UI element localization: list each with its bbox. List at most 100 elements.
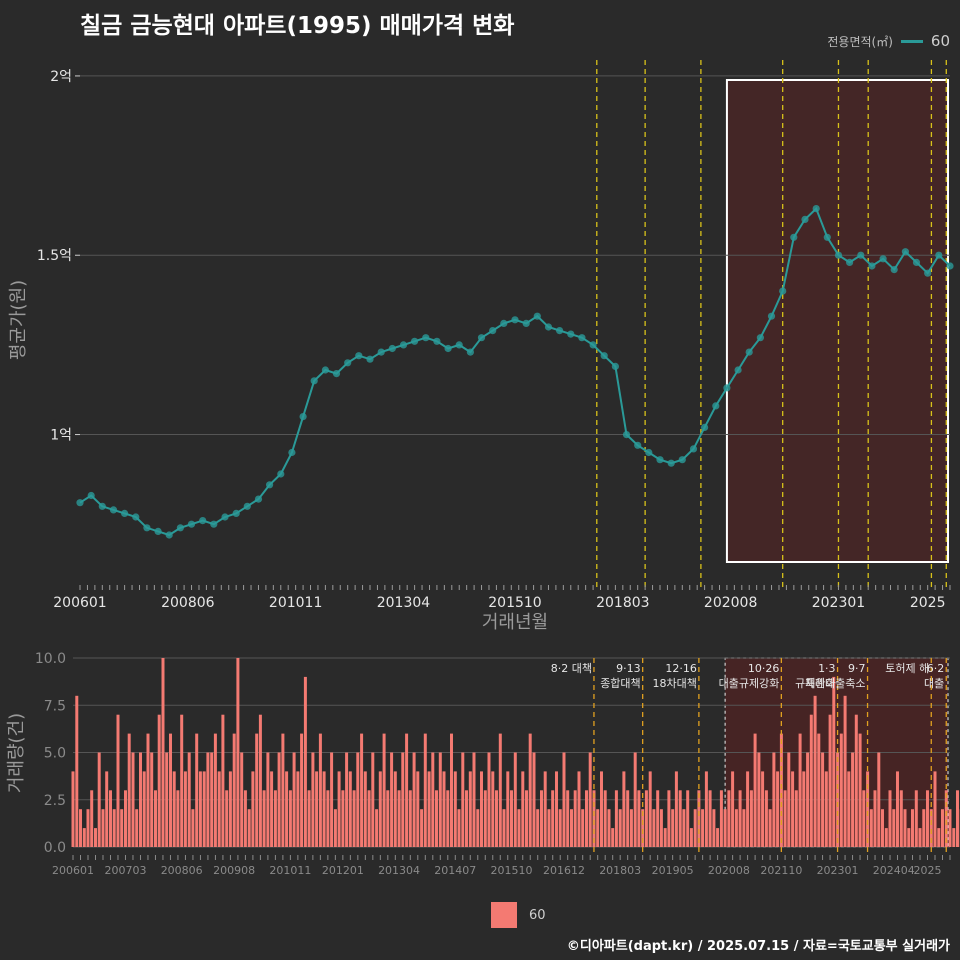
policy-annotation: 10·26 — [748, 662, 780, 675]
data-point — [567, 330, 575, 338]
y-tick-label: 10.0 — [35, 651, 66, 667]
data-point — [823, 233, 831, 241]
volume-bar — [116, 714, 120, 847]
data-point — [801, 215, 809, 223]
volume-bar — [547, 809, 551, 847]
highlight-box — [725, 79, 950, 563]
x-tick-label: 200601 — [52, 864, 94, 877]
policy-annotation: 8·2 대책 — [551, 662, 592, 675]
x-tick-label: 202008 — [708, 864, 750, 877]
volume-bar — [689, 828, 693, 847]
y-tick-label: 5.0 — [44, 746, 66, 762]
volume-bar — [896, 771, 899, 847]
volume-bar — [783, 790, 787, 847]
volume-bar — [926, 790, 929, 847]
volume-bar — [506, 771, 510, 847]
volume-bar — [596, 809, 600, 847]
policy-annotation: 1·3 — [818, 662, 836, 675]
volume-bar — [517, 809, 521, 847]
data-point — [556, 327, 564, 335]
volume-bar — [704, 771, 708, 847]
y-tick-label: 1.5억 — [37, 248, 72, 264]
data-point — [433, 337, 441, 345]
data-point — [310, 377, 318, 385]
data-point — [411, 337, 419, 345]
volume-bar — [817, 733, 821, 847]
volume-bar — [854, 714, 858, 847]
volume-bar — [607, 809, 611, 847]
volume-bar — [150, 752, 154, 847]
volume-bar — [652, 809, 656, 847]
volume-bar — [948, 809, 952, 847]
volume-bar — [105, 771, 109, 847]
volume-bar — [570, 809, 573, 847]
data-point — [924, 269, 932, 277]
volume-bar — [221, 714, 225, 847]
volume-bar — [637, 790, 641, 847]
volume-bar — [611, 828, 615, 847]
volume-bar — [686, 790, 690, 847]
volume-bar — [562, 752, 566, 847]
data-point — [712, 402, 720, 410]
data-point — [767, 312, 776, 320]
volume-bar — [791, 771, 795, 847]
volume-bar — [232, 733, 236, 847]
volume-bar — [453, 771, 457, 847]
volume-bar — [888, 790, 892, 847]
data-point — [701, 423, 709, 431]
volume-bar — [135, 809, 139, 847]
volume-bar — [240, 752, 244, 847]
volume-bar — [438, 752, 442, 847]
volume-bar — [600, 771, 603, 847]
volume-bar — [674, 771, 678, 847]
x-tick-label: 201905 — [652, 864, 694, 877]
volume-bar — [495, 790, 498, 847]
volume-bar — [337, 771, 341, 847]
volume-bar — [521, 771, 525, 847]
volume-bar — [884, 828, 888, 847]
volume-bar — [352, 790, 356, 847]
volume-bar — [228, 771, 232, 847]
policy-annotation: 6·2 — [927, 662, 945, 675]
volume-bar — [180, 714, 184, 847]
volume-bar — [303, 676, 307, 847]
data-point — [422, 334, 430, 342]
volume-bar — [206, 752, 210, 847]
y-tick-label: 1억 — [50, 428, 72, 444]
volume-bar — [198, 771, 202, 847]
volume-bar — [112, 809, 116, 847]
volume-bar — [397, 790, 401, 847]
footer-credit: ©디아파트(dapt.kr) / 2025.07.15 / 자료=국토교통부 실… — [566, 939, 950, 954]
volume-bar — [678, 790, 682, 847]
volume-bar — [809, 714, 813, 847]
volume-bar — [378, 771, 382, 847]
data-point — [332, 370, 341, 378]
data-point — [87, 491, 95, 500]
volume-bar — [614, 790, 618, 847]
policy-annotation: 대출규제강화 — [719, 677, 780, 690]
volume-bar — [952, 828, 956, 847]
volume-bar — [75, 695, 79, 847]
volume-bar — [131, 752, 135, 847]
data-point — [901, 248, 910, 256]
data-point — [143, 524, 151, 532]
volume-bar — [266, 752, 270, 847]
volume-bar — [416, 771, 420, 847]
volume-bar — [727, 790, 731, 847]
data-point — [500, 319, 508, 327]
volume-bar — [109, 790, 112, 847]
x-tick-label: 201803 — [599, 864, 641, 877]
volume-bar — [127, 733, 131, 847]
volume-bar — [734, 809, 738, 847]
volume-bar — [142, 771, 146, 847]
volume-bar — [165, 752, 169, 847]
policy-annotation: 토허제 해 — [885, 661, 929, 675]
x-tick-label: 202301 — [817, 864, 859, 877]
volume-bar — [318, 733, 322, 847]
volume-bar — [749, 790, 753, 847]
volume-bar — [172, 771, 176, 847]
y-tick-label: 7.5 — [44, 698, 66, 714]
volume-bar — [629, 809, 633, 847]
legend-bar-label: 60 — [529, 907, 546, 923]
